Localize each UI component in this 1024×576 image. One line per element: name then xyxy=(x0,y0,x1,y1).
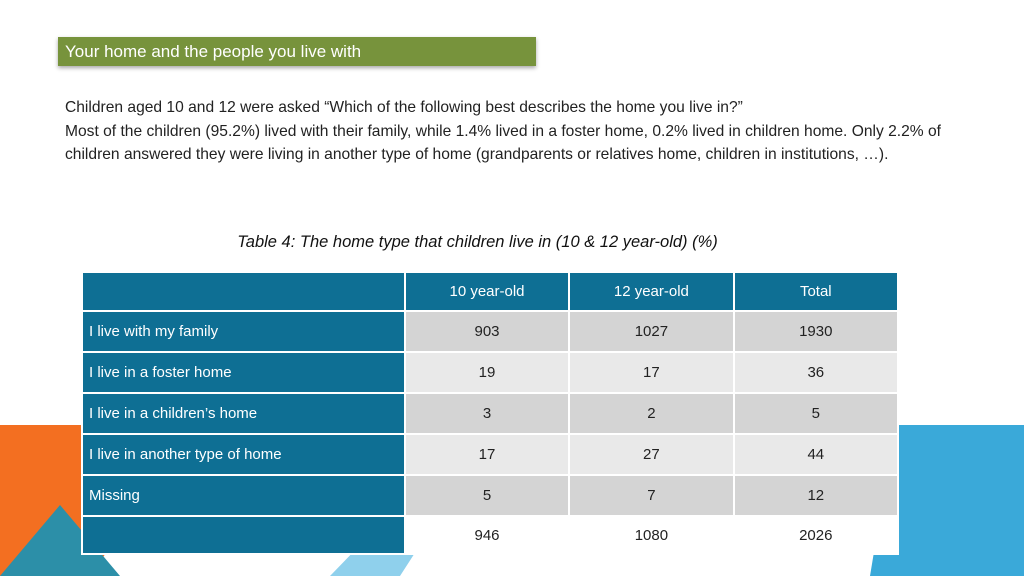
intro-paragraph-1: Children aged 10 and 12 were asked “Whic… xyxy=(65,99,743,116)
table-row: I live in a children’s home 3 2 5 xyxy=(81,392,900,435)
cell-total: 36 xyxy=(732,351,900,394)
cell-total: 1930 xyxy=(732,310,900,353)
section-title: Your home and the people you live with xyxy=(58,37,536,66)
cell-12-year-old: 27 xyxy=(568,433,735,476)
cell-10-year-old: 946 xyxy=(403,515,571,555)
table-caption: Table 4: The home type that children liv… xyxy=(237,233,718,251)
header-cell-empty xyxy=(81,271,406,312)
cell-total: 2026 xyxy=(732,515,900,555)
cell-10-year-old: 3 xyxy=(403,392,571,435)
cell-12-year-old: 7 xyxy=(568,474,735,517)
cell-12-year-old: 1080 xyxy=(568,515,735,555)
cell-10-year-old: 5 xyxy=(403,474,571,517)
cell-total: 12 xyxy=(732,474,900,517)
cell-12-year-old: 2 xyxy=(568,392,735,435)
cell-10-year-old: 903 xyxy=(403,310,571,353)
cell-total: 44 xyxy=(732,433,900,476)
home-type-table: 10 year-old 12 year-old Total I live wit… xyxy=(81,271,900,555)
row-label: I live in another type of home xyxy=(81,433,406,476)
teal-shape xyxy=(0,505,120,576)
table-total-row: 946 1080 2026 xyxy=(81,515,900,555)
table-row: I live with my family 903 1027 1930 xyxy=(81,310,900,353)
row-label: I live in a foster home xyxy=(81,351,406,394)
header-cell-total: Total xyxy=(732,271,900,312)
header-cell-10-year-old: 10 year-old xyxy=(403,271,571,312)
table-row: I live in another type of home 17 27 44 xyxy=(81,433,900,476)
table-row: I live in a foster home 19 17 36 xyxy=(81,351,900,394)
cell-12-year-old: 17 xyxy=(568,351,735,394)
intro-text: Children aged 10 and 12 were asked “Whic… xyxy=(65,96,965,167)
table-header-row: 10 year-old 12 year-old Total xyxy=(81,271,900,312)
row-label xyxy=(81,515,406,555)
table-row: Missing 5 7 12 xyxy=(81,474,900,517)
cell-10-year-old: 17 xyxy=(403,433,571,476)
row-label: I live with my family xyxy=(81,310,406,353)
cell-10-year-old: 19 xyxy=(403,351,571,394)
row-label: I live in a children’s home xyxy=(81,392,406,435)
cell-12-year-old: 1027 xyxy=(568,310,735,353)
blue-shape xyxy=(870,425,1024,576)
header-cell-12-year-old: 12 year-old xyxy=(568,271,735,312)
cell-total: 5 xyxy=(732,392,900,435)
row-label: Missing xyxy=(81,474,406,517)
intro-paragraph-2: Most of the children (95.2%) lived with … xyxy=(65,122,941,164)
